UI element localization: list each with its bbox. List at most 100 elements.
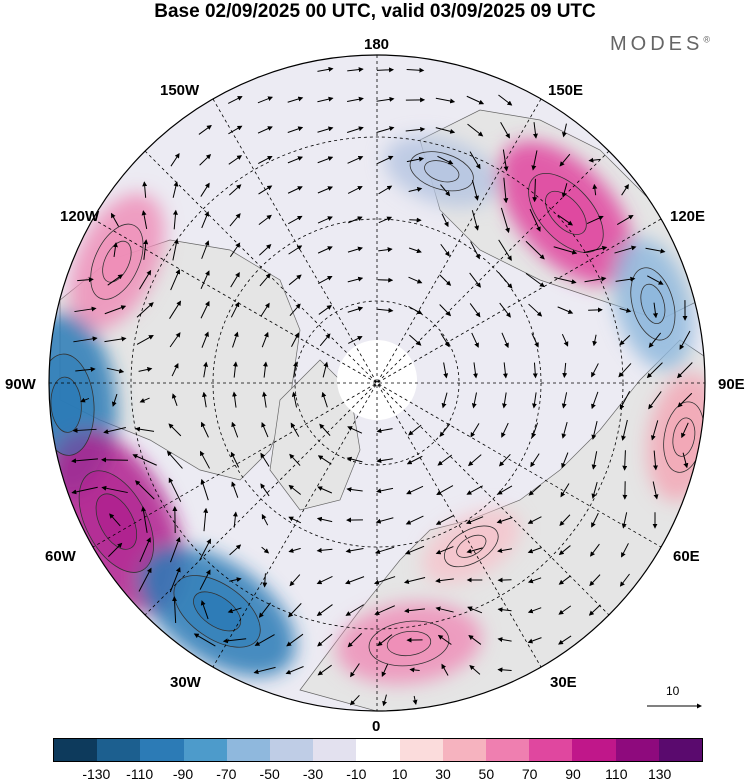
wind-vector <box>193 633 216 647</box>
wind-vector <box>435 127 456 134</box>
wind-vector <box>646 362 663 379</box>
wind-vector <box>561 422 568 439</box>
wind-vector <box>441 213 449 228</box>
wind-vector <box>253 666 276 675</box>
wind-vector <box>621 512 628 529</box>
wind-vector <box>378 216 393 224</box>
wind-vector <box>435 606 454 613</box>
wind-vector <box>377 155 394 165</box>
wind-vector <box>198 124 212 135</box>
wind-vector <box>439 304 452 317</box>
wind-vector <box>591 451 598 470</box>
wind-vector <box>412 695 418 705</box>
colorbar-tick-label: 130 <box>647 766 672 782</box>
wind-vector <box>470 241 480 260</box>
colorbar <box>53 738 703 762</box>
colorbar-tick-label: 70 <box>521 766 538 782</box>
wind-vector <box>557 306 574 314</box>
anomaly-contour <box>386 630 432 657</box>
wind-vector <box>408 186 423 192</box>
lon-label-60w: 60W <box>45 548 76 565</box>
wind-vector <box>350 663 360 678</box>
wind-vector <box>554 277 577 285</box>
colorbar-swatch <box>140 739 184 761</box>
wind-vector <box>172 181 179 198</box>
wind-vector <box>588 604 601 616</box>
wind-vector <box>376 126 395 133</box>
wind-vector <box>200 300 210 319</box>
wind-vector <box>347 426 363 434</box>
graticule <box>49 55 705 711</box>
wind-vector <box>254 634 275 646</box>
wind-vector <box>583 245 608 254</box>
wind-vector <box>435 578 454 584</box>
colorbar-tick-label: -50 <box>259 766 280 782</box>
wind-vector <box>200 182 210 197</box>
wind-vector <box>227 96 243 104</box>
wind-vector <box>111 393 118 407</box>
wind-vector <box>497 485 513 495</box>
wind-vector <box>497 667 512 673</box>
wind-vector <box>73 336 98 343</box>
anomaly-contour <box>50 376 82 433</box>
lon-label-90w: 90W <box>5 376 36 393</box>
wind-vector <box>497 637 512 643</box>
wind-vector <box>562 362 568 379</box>
reference-vector-arrow <box>647 703 702 709</box>
wind-vector <box>258 602 271 618</box>
wind-vector <box>109 513 121 527</box>
registered-mark: ® <box>703 34 710 45</box>
wind-vector <box>528 303 543 317</box>
wind-vector <box>621 183 629 196</box>
wind-vector <box>439 274 452 286</box>
wind-vector <box>132 454 157 466</box>
wind-vector <box>381 663 389 677</box>
wind-vector <box>501 392 507 409</box>
wind-vector <box>231 481 239 498</box>
wind-vector <box>619 391 631 410</box>
wind-vector <box>141 506 148 533</box>
wind-vector <box>525 240 545 260</box>
wind-vector <box>406 485 424 495</box>
lon-label-30w: 30W <box>170 674 201 691</box>
wind-vector <box>382 694 388 707</box>
wind-vector <box>229 242 241 258</box>
wind-vector <box>347 632 363 648</box>
wind-vector <box>558 635 572 645</box>
wind-vector <box>470 423 480 438</box>
wind-vector <box>650 420 659 441</box>
wind-vector <box>435 515 454 525</box>
wind-vector <box>527 547 542 554</box>
wind-vector <box>588 157 601 163</box>
wind-vector <box>229 213 241 227</box>
reference-vector-value: 10 <box>666 684 680 698</box>
wind-vector <box>525 273 545 288</box>
wind-vector <box>591 481 598 499</box>
wind-vector <box>258 214 272 226</box>
wind-vector <box>106 367 125 374</box>
colorbar-tick-label: 10 <box>391 766 408 782</box>
wind-vector <box>260 483 270 497</box>
wind-vector <box>645 247 666 254</box>
wind-vector <box>376 428 393 434</box>
wind-vector <box>172 596 178 624</box>
wind-vector <box>500 207 510 234</box>
lon-label-30e: 30E <box>550 674 577 691</box>
wind-vector <box>619 573 630 587</box>
wind-vector <box>676 362 693 379</box>
wind-vector <box>409 334 422 346</box>
wind-vector <box>348 336 363 344</box>
wind-vector <box>532 362 538 379</box>
wind-vector <box>258 185 273 195</box>
wind-vector <box>139 397 150 403</box>
lat-circle-60 <box>130 136 624 630</box>
colorbar-swatch <box>313 739 357 761</box>
wind-vector <box>561 123 567 138</box>
colorbar-swatch <box>226 739 271 761</box>
colorbar-tick-label: -10 <box>346 766 367 782</box>
wind-vector <box>679 330 691 350</box>
wind-vector <box>345 547 364 554</box>
wind-vector <box>592 334 598 347</box>
meridian-120e-60w <box>92 218 662 548</box>
wind-vector <box>290 422 300 437</box>
